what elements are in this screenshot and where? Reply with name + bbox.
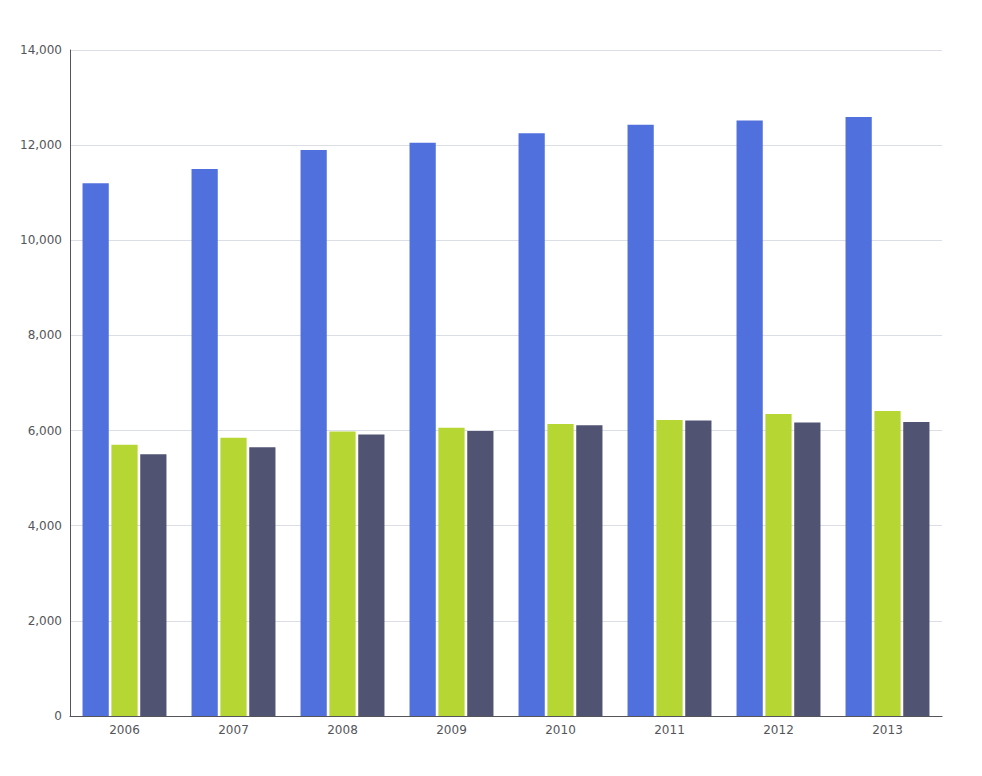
svg-text:6,000: 6,000 bbox=[28, 424, 62, 438]
svg-text:14,000: 14,000 bbox=[20, 43, 62, 57]
svg-text:2012: 2012 bbox=[763, 723, 794, 737]
svg-text:2007: 2007 bbox=[218, 723, 249, 737]
svg-text:2011: 2011 bbox=[654, 723, 685, 737]
svg-text:0: 0 bbox=[54, 709, 62, 723]
svg-text:2009: 2009 bbox=[436, 723, 467, 737]
svg-text:8,000: 8,000 bbox=[28, 328, 62, 342]
svg-text:4,000: 4,000 bbox=[28, 519, 62, 533]
svg-text:12,000: 12,000 bbox=[20, 138, 62, 152]
svg-text:10,000: 10,000 bbox=[20, 233, 62, 247]
svg-text:2008: 2008 bbox=[327, 723, 358, 737]
svg-text:2013: 2013 bbox=[872, 723, 903, 737]
svg-text:2,000: 2,000 bbox=[28, 614, 62, 628]
svg-text:2010: 2010 bbox=[545, 723, 576, 737]
svg-text:2006: 2006 bbox=[109, 723, 140, 737]
